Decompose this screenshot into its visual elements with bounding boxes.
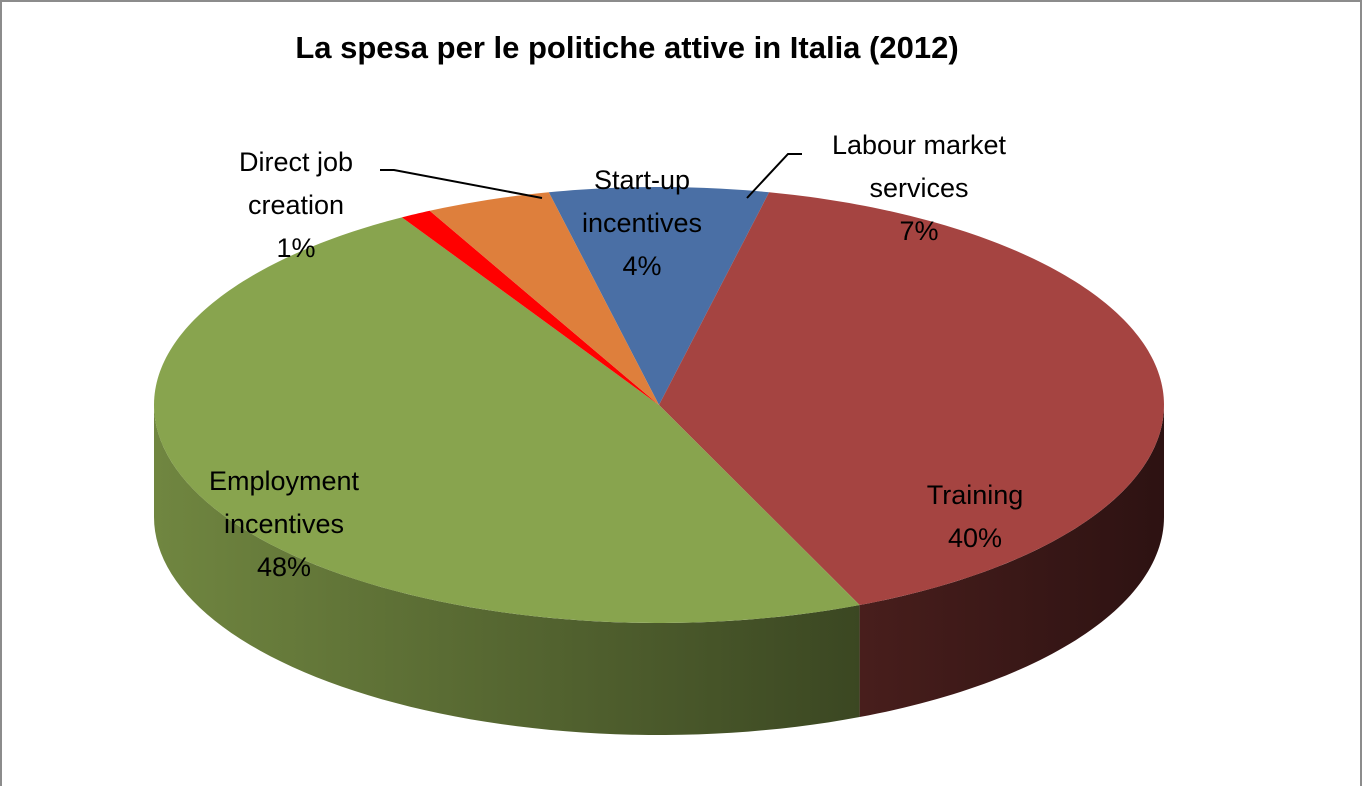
data-label-direct-job-creation: Direct job creation 1% [239, 147, 353, 263]
data-label-category: Direct job [239, 147, 353, 177]
pie-sides [154, 405, 1164, 735]
data-label-percent: 7% [899, 216, 938, 246]
data-label-category: Start-up [594, 165, 690, 195]
data-label-category: creation [248, 190, 344, 220]
pie-side-employment-incentives [154, 405, 860, 735]
pie-slice-labour-market-services [548, 187, 770, 405]
pie-slice-start-up-incentives [429, 192, 659, 405]
data-label-percent: 4% [622, 251, 661, 281]
pie-slice-training [659, 192, 1164, 606]
data-label-category: incentives [224, 509, 344, 539]
data-labels: Labour market services 7% Training 40% Employ… [209, 130, 1023, 582]
pie-side-training [859, 405, 1164, 718]
data-label-employment-incentives: Employment incentives 48% [209, 466, 360, 582]
data-label-category: Employment [209, 466, 360, 496]
pie-slice-direct-job-creation [401, 210, 659, 405]
pie-slice-employment-incentives [154, 217, 860, 623]
data-label-training: Training 40% [927, 480, 1024, 553]
data-label-category: Training [927, 480, 1024, 510]
data-label-category: incentives [582, 208, 702, 238]
data-label-start-up-incentives: Start-up incentives 4% [582, 165, 702, 281]
data-label-category: services [869, 173, 968, 203]
leader-line-direct-job-creation [380, 169, 543, 199]
data-label-category: Labour market [832, 130, 1007, 160]
data-label-percent: 1% [276, 233, 315, 263]
data-label-percent: 48% [257, 552, 311, 582]
data-label-percent: 40% [948, 523, 1002, 553]
pie-slices [154, 187, 1164, 623]
chart-title: La spesa per le politiche attive in Ital… [295, 30, 958, 65]
leader-line-labour-market-services [746, 153, 802, 199]
data-label-labour-market-services: Labour market services 7% [832, 130, 1007, 246]
leader-lines [380, 153, 802, 199]
